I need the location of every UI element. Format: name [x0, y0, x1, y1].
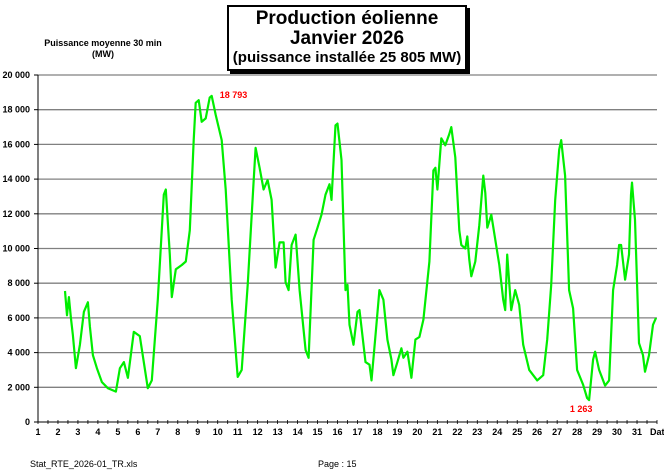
y-tick-label: 10 000 [2, 244, 30, 254]
x-tick-label: 10 [213, 427, 223, 437]
x-tick-label: 11 [233, 427, 243, 437]
y-tick-label: 4 000 [7, 348, 30, 358]
y-axis-label: Puissance moyenne 30 min (MW) [38, 38, 168, 60]
x-tick-label: 6 [135, 427, 140, 437]
x-tick-label: 9 [195, 427, 200, 437]
x-tick-label: 5 [115, 427, 120, 437]
x-tick-label: 4 [95, 427, 100, 437]
x-tick-label: 19 [392, 427, 402, 437]
title-line-2: Janvier 2026 [289, 28, 405, 49]
title-line-1: Production éolienne [255, 8, 439, 29]
x-tick-label: 1 [35, 427, 40, 437]
chart-title: Production éolienne Janvier 2026 (puissa… [227, 5, 467, 71]
x-tick-label: 27 [552, 427, 562, 437]
x-tick-label: 8 [175, 427, 180, 437]
y-tick-label: 12 000 [2, 209, 30, 219]
x-tick-label: 14 [293, 427, 303, 437]
max-annotation: 18 793 [220, 90, 248, 100]
y-tick-label: 6 000 [7, 313, 30, 323]
x-tick-label: 20 [412, 427, 422, 437]
y-tick-label: 2 000 [7, 382, 30, 392]
x-tick-label: 31 [632, 427, 642, 437]
y-tick-label: 14 000 [2, 174, 30, 184]
x-axis-label: Date [650, 427, 664, 437]
y-tick-label: 20 000 [2, 70, 30, 80]
footer-page: Page : 15 [318, 459, 357, 469]
x-tick-label: 22 [452, 427, 462, 437]
y-axis-label-line-1: Puissance moyenne 30 min [44, 38, 162, 48]
y-tick-label: 18 000 [2, 105, 30, 115]
x-tick-label: 13 [273, 427, 283, 437]
x-tick-label: 29 [592, 427, 602, 437]
footer-file-name: Stat_RTE_2026-01_TR.xls [30, 459, 138, 469]
x-tick-label: 16 [333, 427, 343, 437]
y-tick-label: 16 000 [2, 139, 30, 149]
title-line-3: (puissance installée 25 805 MW) [232, 49, 462, 66]
x-tick-label: 15 [313, 427, 323, 437]
x-tick-label: 3 [75, 427, 80, 437]
x-tick-label: 7 [155, 427, 160, 437]
x-tick-label: 25 [512, 427, 522, 437]
x-tick-label: 24 [492, 427, 502, 437]
x-tick-label: 26 [532, 427, 542, 437]
x-tick-label: 21 [432, 427, 442, 437]
x-tick-label: 28 [572, 427, 582, 437]
x-tick-label: 23 [472, 427, 482, 437]
x-tick-label: 18 [372, 427, 382, 437]
x-tick-label: 30 [612, 427, 622, 437]
x-tick-label: 2 [55, 427, 60, 437]
min-annotation: 1 263 [570, 404, 593, 414]
y-tick-label: 8 000 [7, 278, 30, 288]
x-tick-label: 17 [352, 427, 362, 437]
x-tick-label: 12 [253, 427, 263, 437]
y-tick-label: 0 [25, 417, 30, 427]
y-axis-label-line-2: (MW) [92, 49, 114, 59]
series-line [63, 94, 658, 402]
